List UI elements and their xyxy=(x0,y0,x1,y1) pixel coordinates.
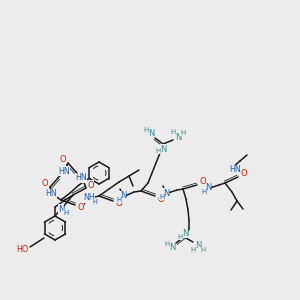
Text: H: H xyxy=(164,241,169,247)
Text: H: H xyxy=(155,148,160,154)
Text: N: N xyxy=(182,229,188,238)
Text: O: O xyxy=(60,155,66,164)
Text: H: H xyxy=(190,247,196,253)
Text: O: O xyxy=(78,203,84,212)
Text: H: H xyxy=(180,130,186,136)
Text: H: H xyxy=(63,210,69,216)
Text: H: H xyxy=(170,129,175,135)
Text: N: N xyxy=(160,145,166,154)
Text: N: N xyxy=(175,133,181,142)
Text: O: O xyxy=(116,200,122,208)
Text: N: N xyxy=(205,184,211,193)
Text: H: H xyxy=(116,197,122,203)
Text: H: H xyxy=(201,189,207,195)
Text: HN: HN xyxy=(58,167,70,176)
Text: H: H xyxy=(93,199,98,205)
Text: N: N xyxy=(148,130,154,139)
Text: N: N xyxy=(58,205,64,214)
Text: NH: NH xyxy=(83,194,95,202)
Text: H: H xyxy=(200,247,206,253)
Text: HO: HO xyxy=(16,244,28,253)
Text: N: N xyxy=(120,191,126,200)
Text: O: O xyxy=(241,169,247,178)
Text: HN: HN xyxy=(45,190,57,199)
Text: O: O xyxy=(88,181,94,190)
Text: N: N xyxy=(195,242,201,250)
Text: O: O xyxy=(42,179,48,188)
Text: H: H xyxy=(143,127,148,133)
Text: H: H xyxy=(177,234,183,240)
Text: HN: HN xyxy=(75,173,87,182)
Text: H: H xyxy=(159,194,165,200)
Text: HN: HN xyxy=(229,166,241,175)
Text: N: N xyxy=(169,242,175,251)
Text: O: O xyxy=(200,178,206,187)
Text: N: N xyxy=(163,188,169,197)
Text: O: O xyxy=(158,194,164,203)
